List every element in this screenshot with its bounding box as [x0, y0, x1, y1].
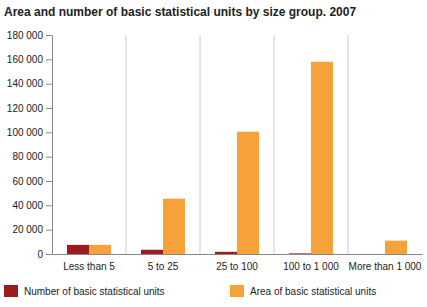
- tick: 100 000: [7, 127, 52, 138]
- tick-label: 120 000: [7, 103, 44, 114]
- tick-label: 5 to 25: [148, 261, 179, 272]
- tick-label: 20 000: [12, 224, 43, 235]
- tick-mark: [46, 205, 52, 206]
- tick-mark: [46, 108, 52, 109]
- tick-label: More than 1 000: [349, 261, 422, 272]
- category-separator: [200, 35, 201, 254]
- tick: Less than 5: [63, 254, 115, 272]
- legend-swatch: [4, 285, 18, 297]
- tick-label: 180 000: [7, 30, 44, 41]
- tick: 60 000: [12, 176, 52, 187]
- tick-label: 40 000: [12, 200, 43, 211]
- bar: [215, 252, 237, 254]
- tick-mark: [46, 254, 52, 255]
- x-axis: Less than 5 5 to 25 25 to 100 100 to 1 000 M…: [53, 254, 423, 272]
- tick-label: 100 000: [7, 127, 44, 138]
- legend-item: Number of basic statistical units: [4, 285, 165, 297]
- bar: [237, 132, 259, 254]
- tick-label: 140 000: [7, 78, 44, 89]
- legend-label: Number of basic statistical units: [24, 286, 165, 297]
- category-separator: [348, 35, 349, 254]
- tick: 0: [37, 249, 52, 260]
- bar: [363, 253, 385, 254]
- tick-mark: [46, 181, 52, 182]
- tick: 40 000: [12, 200, 52, 211]
- legend-swatch: [230, 285, 244, 297]
- bar: [67, 245, 89, 254]
- tick-label: 100 to 1 000: [283, 261, 339, 272]
- category-separator: [126, 35, 127, 254]
- tick-label: 25 to 100: [216, 261, 258, 272]
- tick-mark: [46, 35, 52, 36]
- bar: [163, 199, 185, 254]
- bar: [89, 245, 111, 254]
- tick: 160 000: [7, 54, 52, 65]
- plot: 0 20 000 40 000 60 000 80 000 100 000 120 000 1…: [7, 30, 423, 272]
- legend-item: Area of basic statistical units: [230, 285, 376, 297]
- tick-label: 160 000: [7, 54, 44, 65]
- y-axis: 0 20 000 40 000 60 000 80 000 100 000 120 000 1…: [7, 30, 53, 260]
- tick: 100 to 1 000: [283, 254, 339, 272]
- legend-label: Area of basic statistical units: [250, 286, 376, 297]
- category-separator: [274, 35, 275, 254]
- tick-mark: [46, 59, 52, 60]
- tick-label: 80 000: [12, 151, 43, 162]
- tick-label: Less than 5: [63, 261, 115, 272]
- tick-mark: [46, 132, 52, 133]
- tick-mark: [46, 230, 52, 231]
- tick-mark: [46, 84, 52, 85]
- tick: 80 000: [12, 151, 52, 162]
- tick-mark: [46, 157, 52, 158]
- axis-line: [52, 36, 53, 255]
- bar: [141, 250, 163, 254]
- tick-label: 0: [37, 249, 43, 260]
- tick-label: 60 000: [12, 176, 43, 187]
- title: Area and number of basic statistical uni…: [4, 5, 356, 19]
- tick: 140 000: [7, 78, 52, 89]
- legend: Number of basic statistical units Area of…: [4, 285, 376, 297]
- bars: [67, 62, 407, 254]
- tick: 180 000: [7, 30, 52, 41]
- tick: 5 to 25: [148, 254, 179, 272]
- axis-line: [53, 254, 423, 255]
- tick: 20 000: [12, 224, 52, 235]
- bar: [385, 241, 407, 254]
- tick: More than 1 000: [349, 254, 422, 272]
- bar: [289, 253, 311, 254]
- tick: 25 to 100: [216, 254, 258, 272]
- chart: Area and number of basic statistical uni…: [0, 0, 427, 307]
- tick: 120 000: [7, 103, 52, 114]
- bar: [311, 62, 333, 254]
